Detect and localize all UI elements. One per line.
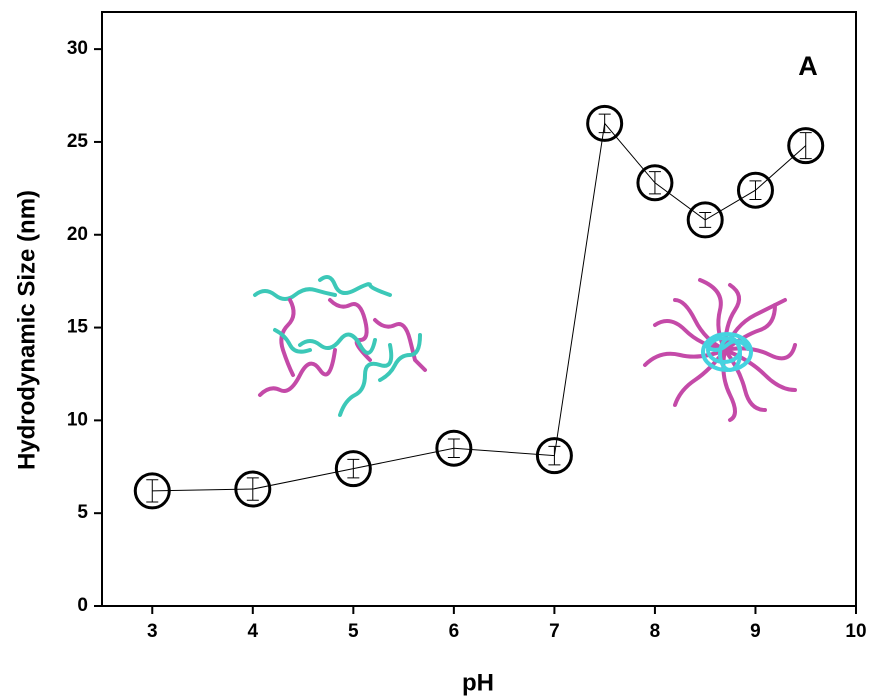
- error-bar: [749, 180, 762, 200]
- y-tick-label: 0: [77, 595, 88, 616]
- x-tick-label: 6: [449, 621, 460, 642]
- y-tick-label: 25: [67, 131, 89, 152]
- error-bar: [347, 458, 360, 479]
- data-point: [586, 104, 624, 142]
- x-tick-label: 3: [147, 621, 158, 642]
- error-bar: [648, 171, 661, 195]
- x-tick-label: 8: [650, 621, 661, 642]
- y-tick-label: 15: [67, 317, 89, 338]
- plot-frame: [101, 11, 857, 607]
- coil-illustration: [253, 274, 427, 417]
- error-bar: [447, 438, 460, 458]
- x-tick-label: 4: [248, 621, 259, 642]
- panel-label: A: [798, 51, 818, 81]
- x-tick-label: 7: [549, 621, 560, 642]
- y-tick-label: 10: [67, 409, 88, 430]
- error-bar: [598, 113, 611, 134]
- data-point: [736, 171, 774, 209]
- micelle-core: [701, 332, 753, 372]
- data-point: [787, 127, 825, 165]
- error-bar: [548, 445, 561, 466]
- x-tick-label: 5: [348, 621, 359, 642]
- data-point: [435, 429, 473, 467]
- data-point: [334, 450, 372, 488]
- data-point: [636, 164, 674, 202]
- data-point: [133, 472, 171, 510]
- x-tick-label: 9: [750, 621, 761, 642]
- y-tick-label: 20: [67, 224, 88, 245]
- data-point: [535, 437, 573, 475]
- y-tick-label: 5: [77, 502, 88, 523]
- error-bar: [146, 479, 159, 503]
- error-bar: [246, 477, 259, 501]
- x-axis-label: pH: [462, 669, 494, 696]
- data-point: [686, 201, 724, 239]
- x-tick-label: 10: [845, 621, 866, 642]
- data-point: [234, 470, 272, 508]
- y-axis-label: Hydrodynamic Size (nm): [13, 190, 40, 470]
- data-line: [152, 122, 807, 492]
- error-bar: [699, 211, 712, 228]
- error-bar: [799, 132, 812, 160]
- y-tick-label: 30: [67, 38, 88, 59]
